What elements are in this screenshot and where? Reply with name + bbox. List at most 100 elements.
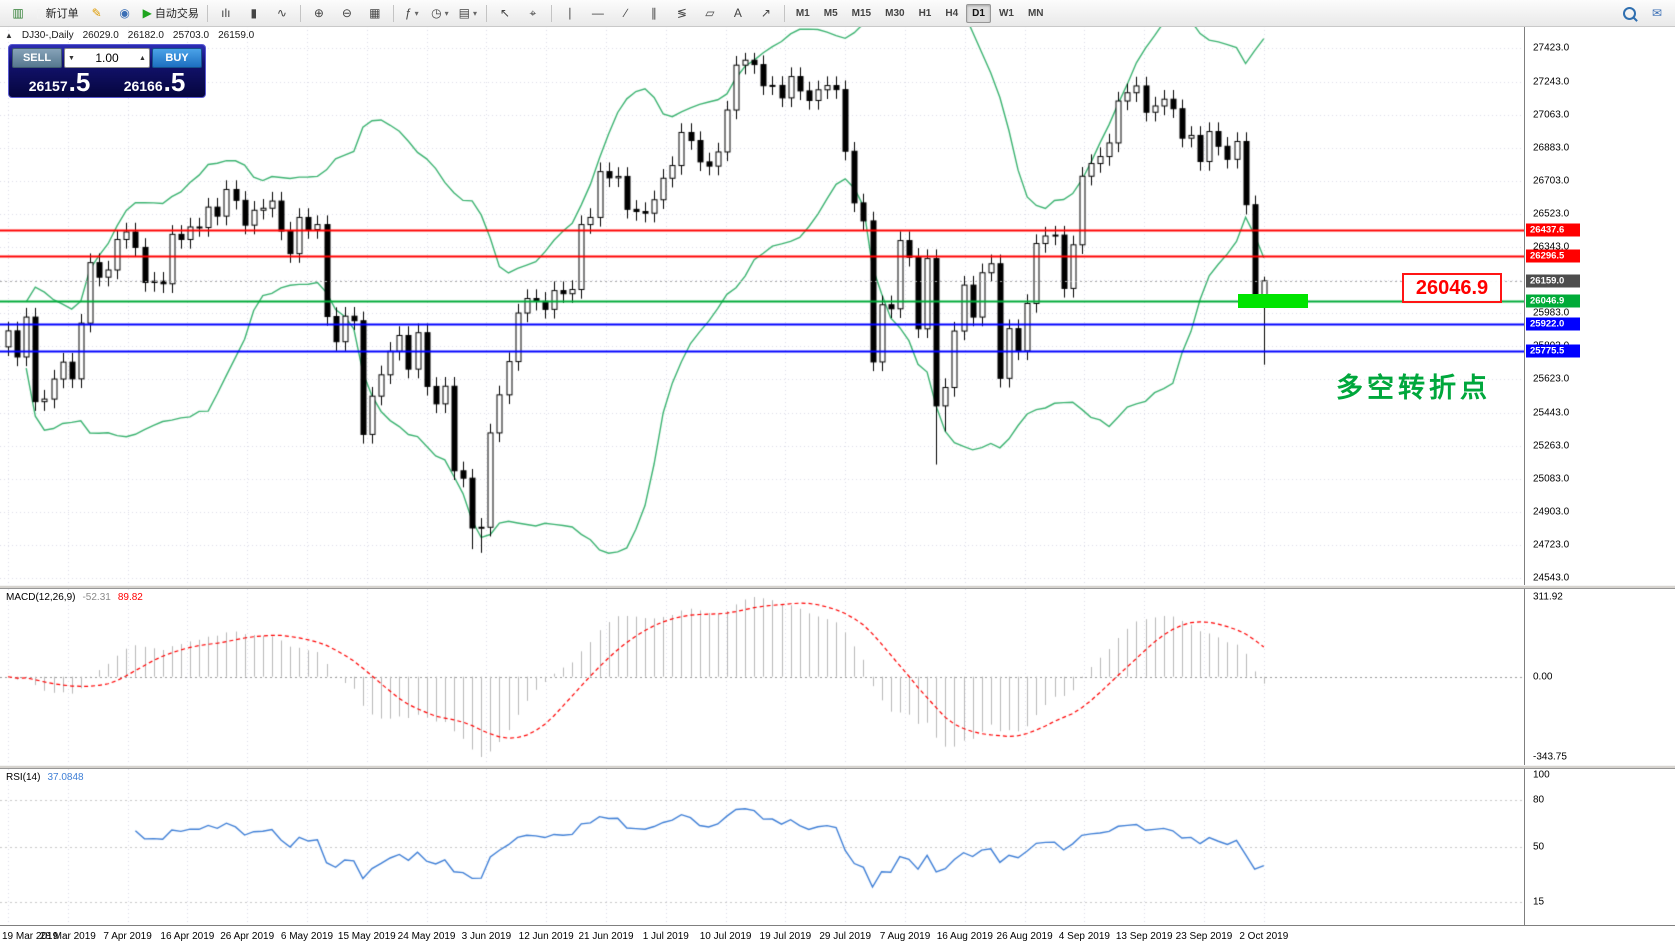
fibonacci-button[interactable]: ≶	[668, 1, 696, 25]
rsi-axis-value: 100	[1533, 769, 1550, 781]
symbol-period-label: DJ30-,Daily	[21, 30, 74, 41]
price-tick: 27423.0	[1533, 42, 1570, 54]
sell-price-base: 26157	[28, 78, 68, 94]
shapes-button[interactable]: ▱	[696, 1, 724, 25]
toolbar-groups: ▥ ▯ 新订单 ✎ ◉ ▶ 自动交易 ılı ▮ ∿ ⊕ ⊖ ▦ ƒ ▾ ◷ ▾ ▤ ▾ ↖ ⌖ ∣ ― ∕ ∥ ≶ ▱ A ↗	[4, 1, 780, 25]
date-label: 21 Jun 2019	[578, 931, 634, 942]
line-chart-icon: ∿	[276, 6, 287, 20]
timeframe-h1-button[interactable]: H1	[918, 7, 932, 19]
date-label: 7 Apr 2019	[103, 931, 152, 942]
tile-windows-button[interactable]: ▦	[361, 1, 389, 25]
autotrading-button[interactable]: ▶ 自动交易	[139, 1, 203, 25]
macd-canvas[interactable]	[0, 589, 1524, 765]
toolbar-separator	[550, 4, 552, 22]
rsi-label: RSI(14) 37.0848	[6, 772, 84, 783]
templates-icon: ▤	[458, 6, 470, 20]
timeframe-d1-button[interactable]: D1	[966, 3, 991, 23]
bar-chart-button[interactable]: ılı	[212, 1, 240, 25]
date-label: 28 Mar 2019	[39, 931, 96, 942]
crosshair-icon: ⌖	[529, 6, 537, 20]
volume-down-button[interactable]: ▼	[68, 54, 75, 62]
text-button[interactable]: A	[724, 1, 752, 25]
price-tag-26437.6: 26437.6	[1526, 223, 1580, 237]
macd-name: MACD(12,26,9)	[6, 592, 76, 603]
metaeditor-icon: ✎	[91, 6, 102, 20]
indicators-combo[interactable]: ƒ ▾	[398, 1, 426, 25]
market-watch-icon: ◉	[119, 6, 130, 20]
line-chart-button[interactable]: ∿	[268, 1, 296, 25]
buy-button[interactable]: BUY	[152, 48, 202, 68]
zoom-out-icon: ⊖	[341, 6, 352, 20]
arrow-button[interactable]: ↗	[752, 1, 780, 25]
toolbar-right: ✉	[1615, 1, 1671, 25]
date-label: 16 Aug 2019	[936, 931, 993, 942]
channel-button[interactable]: ∥	[640, 1, 668, 25]
timeframe-m30-button[interactable]: M30	[885, 7, 905, 19]
volume-up-button[interactable]: ▲	[139, 54, 146, 62]
date-label: 23 Sep 2019	[1175, 931, 1233, 942]
date-label: 26 Aug 2019	[996, 931, 1053, 942]
timeframe-mn-button[interactable]: MN	[1027, 7, 1044, 19]
market-watch-button[interactable]: ◉	[111, 1, 139, 25]
trendline-button[interactable]: ∕	[612, 1, 640, 25]
macd-axis-value: -343.75	[1533, 751, 1567, 763]
periods-combo[interactable]: ◷ ▾	[426, 1, 454, 25]
rsi-axis-value: 80	[1533, 794, 1545, 806]
sell-button[interactable]: SELL	[12, 48, 62, 68]
volume-value[interactable]: 1.00	[95, 51, 119, 65]
toolbar-separator	[299, 4, 301, 22]
chevron-down-icon: ▾	[473, 8, 478, 18]
date-label: 16 Apr 2019	[160, 931, 215, 942]
horizontal-line-button[interactable]: ―	[584, 1, 612, 25]
metaeditor-button[interactable]: ✎	[83, 1, 111, 25]
vertical-line-button[interactable]: ∣	[556, 1, 584, 25]
sell-price[interactable]: 26157 .5	[12, 69, 107, 95]
timeframe-m1-button[interactable]: M1	[795, 7, 810, 19]
new-order-button[interactable]: ▯ 新订单	[32, 1, 83, 25]
candlestick-chart-button[interactable]: ▮	[240, 1, 268, 25]
price-tick: 25263.0	[1533, 440, 1570, 452]
fibonacci-icon: ≶	[676, 6, 687, 20]
buy-price[interactable]: 26166 .5	[107, 69, 202, 95]
rsi-canvas[interactable]	[0, 769, 1524, 925]
volume-spinner[interactable]: ▼ 1.00 ▲	[64, 48, 150, 68]
zoom-in-button[interactable]: ⊕	[305, 1, 333, 25]
shapes-icon: ▱	[705, 6, 715, 20]
price-tick: 24723.0	[1533, 539, 1570, 551]
panel-resizer-rsi[interactable]	[0, 765, 1675, 769]
date-label: 4 Sep 2019	[1058, 931, 1110, 942]
date-label: 29 Jul 2019	[819, 931, 872, 942]
cursor-icon: ↖	[499, 6, 510, 20]
templates-combo[interactable]: ▤ ▾	[454, 1, 482, 25]
horizontal-line-icon: ―	[591, 6, 604, 20]
support-price-callout[interactable]: 26046.9	[1402, 273, 1502, 304]
timeframe-m5-button[interactable]: M5	[823, 7, 838, 19]
message-icon: ✉	[1651, 6, 1663, 20]
search-button[interactable]	[1615, 1, 1643, 25]
date-label: 19 Jul 2019	[759, 931, 812, 942]
cursor-button[interactable]: ↖	[491, 1, 519, 25]
one-click-toggle-icon[interactable]: ▲	[5, 31, 13, 40]
annotation-text[interactable]: 多空转折点	[1336, 373, 1491, 403]
rsi-axis-value: 50	[1533, 841, 1545, 853]
indicators-icon: ƒ	[404, 6, 412, 20]
price-tag-26046.9: 26046.9	[1526, 294, 1580, 308]
ohlc-high: 26182.0	[127, 30, 164, 41]
toolbar-separator	[206, 4, 208, 22]
timeframe-m15-button[interactable]: M15	[851, 7, 872, 19]
chart-window-icon-button[interactable]: ▥	[4, 1, 32, 25]
macd-axis-value: 311.92	[1533, 591, 1563, 603]
message-button[interactable]: ✉	[1643, 1, 1671, 25]
price-tick: 25623.0	[1533, 373, 1570, 385]
timeframe-w1-button[interactable]: W1	[998, 7, 1014, 19]
rsi-value: 37.0848	[47, 772, 84, 783]
crosshair-button[interactable]: ⌖	[519, 1, 547, 25]
zoom-out-button[interactable]: ⊖	[333, 1, 361, 25]
panel-resizer-macd[interactable]	[0, 585, 1675, 589]
arrow-icon: ↗	[760, 6, 771, 20]
autotrading-icon: ▶	[142, 6, 152, 20]
price-tag-25775.5: 25775.5	[1526, 344, 1580, 358]
price-tick: 27063.0	[1533, 109, 1570, 121]
support-zone-highlight[interactable]	[1238, 294, 1308, 309]
timeframe-h4-button[interactable]: H4	[945, 7, 959, 19]
